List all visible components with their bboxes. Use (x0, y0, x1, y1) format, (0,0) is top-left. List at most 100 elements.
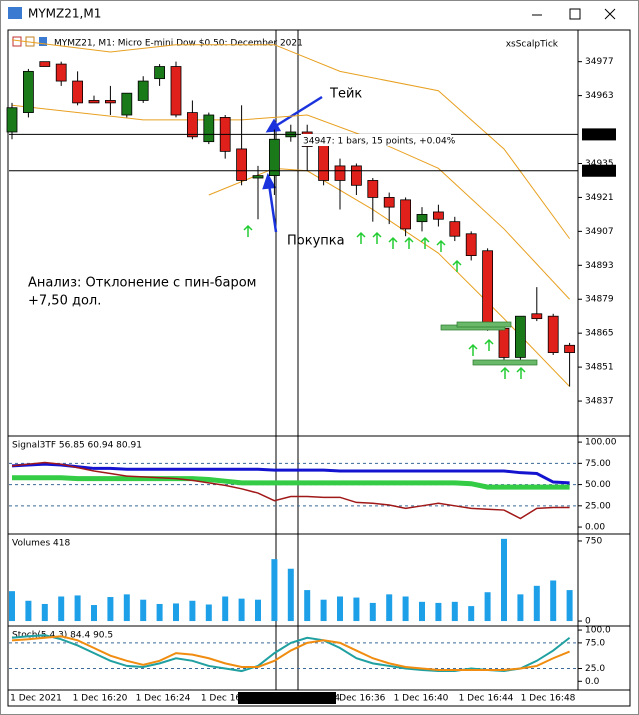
signal-zone (472, 359, 538, 366)
indicator-line (11, 634, 571, 673)
y-tick-label: 100.0 (585, 626, 611, 636)
volume-bar (337, 596, 343, 622)
candle-body (22, 70, 34, 113)
buy-arrow (420, 236, 430, 249)
price-cursor-label: 34932 (585, 166, 614, 176)
band-line (11, 39, 571, 239)
y-tick-label: 0.00 (585, 523, 605, 533)
candle-body (268, 138, 280, 177)
volume-bar (320, 599, 327, 622)
candle-body (498, 327, 510, 358)
time-label: 1 Dec 16:20 (73, 694, 128, 704)
candle-body (515, 315, 526, 358)
time-label: 1 Dec 16:44 (459, 694, 514, 704)
volume-bar (255, 599, 261, 622)
buy-arrow (388, 236, 398, 249)
y-tick-label: 34851 (585, 363, 614, 373)
candle-body (88, 100, 100, 104)
indicator-line (12, 475, 570, 490)
volume-bar (533, 585, 540, 622)
volume-bar (58, 596, 65, 622)
indicator-line (11, 462, 570, 485)
candle-body (547, 315, 559, 353)
volume-bar (140, 599, 147, 622)
buy-arrow (372, 231, 382, 244)
y-tick-label: 50.00 (585, 480, 611, 490)
candle-body (531, 313, 543, 320)
indicator-line (11, 461, 570, 520)
y-tick-label: 34963 (585, 91, 614, 101)
buy-arrow (500, 366, 510, 379)
time-label: 1 Dec 16:24 (136, 694, 191, 704)
buy-arrow (436, 239, 446, 252)
y-tick-label: 0.0 (585, 677, 600, 687)
volume-bar (189, 600, 196, 622)
y-tick-label: 34837 (585, 397, 614, 407)
indicator-name: xsScalpTick (506, 40, 559, 50)
time-label: 1 Dec 2021 (10, 694, 62, 704)
volume-bar (107, 597, 114, 622)
volume-bar (386, 594, 393, 622)
volume-bar (451, 601, 458, 622)
candle-body (383, 197, 395, 208)
window-title: MYMZ21,M1 (28, 7, 101, 21)
volume-bar (287, 568, 294, 622)
time-cursor-box (238, 692, 336, 704)
y-tick-label: 34935 (585, 159, 614, 169)
volume-bar (74, 595, 81, 622)
buy-arrow (484, 338, 494, 351)
volume-bar (238, 598, 245, 622)
price-cursor-label: 34947 (585, 130, 614, 140)
candle-body (6, 107, 18, 133)
y-tick-label: 34907 (585, 227, 614, 237)
candle-body (367, 180, 379, 198)
time-label: 1 Dec 16 (201, 694, 242, 704)
volume-bar (173, 603, 179, 622)
volume-bar (435, 602, 442, 622)
time-cursor-label: 2021 (239, 694, 262, 704)
panel-title: Volumes 418 (12, 539, 70, 549)
candle-body (318, 143, 330, 181)
volume-bar (156, 603, 163, 622)
maximize-button[interactable] (569, 8, 581, 20)
y-tick-label: 34879 (585, 295, 614, 305)
candle-body (39, 61, 51, 67)
annotation: Анализ: Отклонение с пин-баром (28, 276, 256, 291)
volume-bar (402, 596, 409, 622)
y-tick-label: 75.00 (585, 459, 611, 469)
volume-bar (123, 594, 130, 622)
price-cursor-box (582, 128, 616, 141)
volume-bar (419, 601, 425, 622)
volume-bar (484, 592, 491, 622)
volume-bar (91, 605, 97, 622)
candle-body (416, 213, 428, 223)
close-button[interactable] (604, 8, 616, 20)
y-tick-label: 34977 (585, 57, 614, 67)
panel-title: MYMZ21, M1: Micro E-mini Dow $0.50: Dece… (54, 39, 303, 49)
band-line (11, 104, 570, 300)
candle-body (203, 114, 215, 143)
volume-bar (566, 590, 573, 622)
buy-arrow (452, 259, 462, 272)
candle-body (154, 66, 166, 80)
annotation: Тейк (329, 87, 362, 102)
y-tick-label: 34893 (585, 261, 614, 271)
candle-body (400, 199, 412, 230)
volume-bar (271, 559, 278, 622)
candle-body (170, 66, 182, 116)
candle-body (236, 148, 248, 181)
volume-bar (353, 597, 360, 622)
indicator-line (11, 635, 570, 672)
chart-frame (7, 29, 631, 707)
candle-body (432, 211, 444, 220)
annotation: +7,50 дол. (28, 294, 101, 309)
app-icon (8, 7, 22, 19)
candle-body (350, 165, 362, 186)
volume-bar (41, 603, 48, 622)
blue-arrows (262, 95, 323, 233)
candle-body (55, 63, 67, 82)
candle-body (449, 221, 461, 237)
volume-bar (9, 591, 15, 622)
panel-title: Stoch(5,4,3) 84.4 90.5 (12, 631, 113, 641)
